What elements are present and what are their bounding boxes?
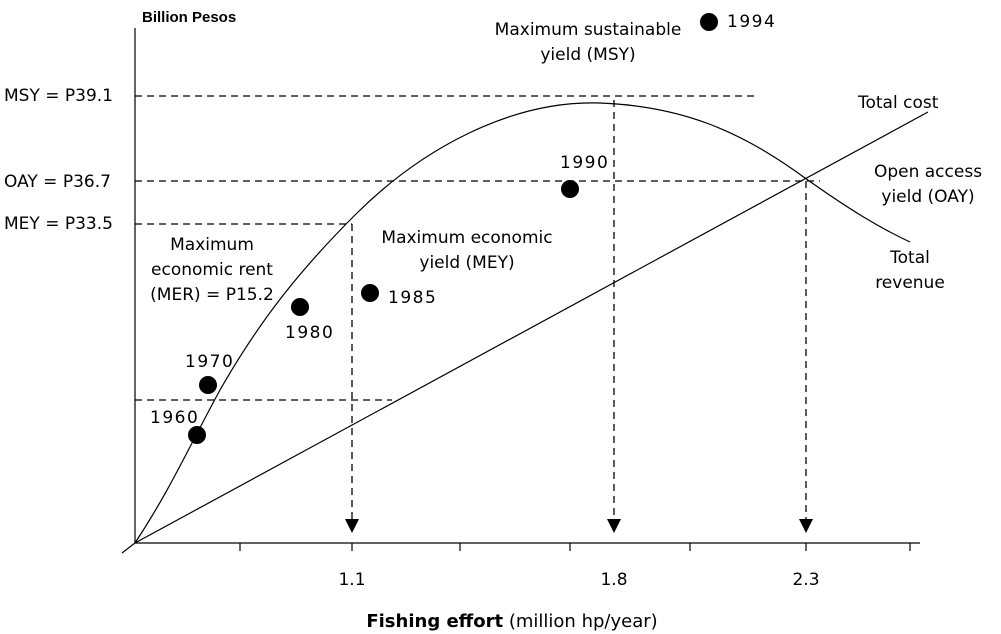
- year-point: [199, 376, 217, 394]
- arrowhead: [607, 519, 621, 533]
- total-revenue-curve: [134, 102, 911, 544]
- level-label: OAY = P36.7: [4, 172, 111, 192]
- axes: [121, 28, 920, 554]
- x-axis-label: Fishing effort (million hp/year): [366, 611, 657, 632]
- level-label: MSY = P39.1: [4, 86, 113, 106]
- annotation: yield (MEY): [419, 253, 514, 273]
- annotation: yield (OAY): [881, 187, 974, 207]
- annotation: Open access: [874, 162, 982, 182]
- guides: [135, 95, 820, 533]
- x-axis-label-bold: Fishing effort: [366, 611, 503, 632]
- annotation: Total cost: [857, 93, 939, 113]
- year-point: [361, 284, 379, 302]
- year-point: [700, 13, 718, 31]
- year-label: 1990: [560, 153, 609, 173]
- y-axis-label: Billion Pesos: [142, 9, 236, 26]
- level-label: MEY = P33.5: [4, 214, 113, 234]
- year-label: 1994: [727, 12, 776, 32]
- x-label: 2.3: [792, 570, 819, 590]
- annotation: revenue: [875, 273, 945, 293]
- annotation: economic rent: [151, 260, 273, 280]
- annotation: Maximum economic: [381, 228, 552, 248]
- year-point: [561, 180, 579, 198]
- year-point: [188, 426, 206, 444]
- axis-tail: [121, 542, 136, 554]
- x-axis-label-rest: (million hp/year): [509, 611, 658, 632]
- year-label: 1960: [150, 408, 199, 428]
- arrowhead: [799, 519, 813, 533]
- year-point: [291, 298, 309, 316]
- annotation: Maximum sustainable: [495, 20, 682, 40]
- arrowhead: [345, 519, 359, 533]
- annotation: (MER) = P15.2: [150, 285, 274, 305]
- annotation: Total: [889, 248, 930, 268]
- year-label: 1980: [285, 323, 334, 343]
- annotation: Maximum: [170, 235, 254, 255]
- x-label: 1.8: [600, 570, 627, 590]
- x-label: 1.1: [338, 570, 365, 590]
- annotation: yield (MSY): [540, 45, 635, 65]
- year-label: 1970: [185, 352, 234, 372]
- year-label: 1985: [388, 288, 437, 308]
- total-cost-line: [134, 111, 929, 544]
